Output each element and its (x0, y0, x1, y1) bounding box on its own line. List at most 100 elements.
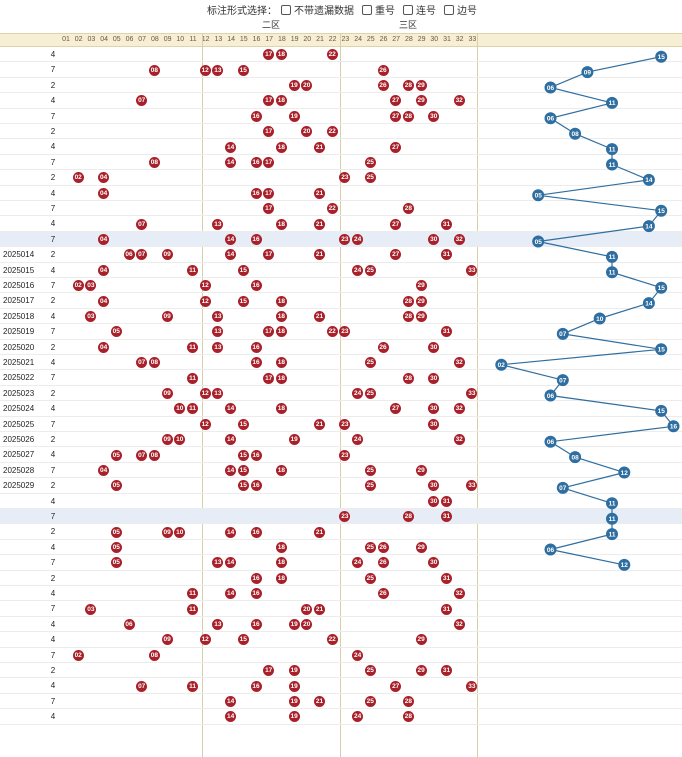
column-header-02: 02 (74, 36, 83, 43)
draw-row: 7 14 19 21 25 28 (0, 694, 682, 710)
red-ball: 15 (237, 449, 249, 461)
checkbox-icon[interactable] (281, 4, 291, 15)
checkbox-icon[interactable] (362, 4, 372, 15)
red-ball: 19 (288, 110, 300, 122)
draw-row: 4 07 13 18 21 27 31 (0, 216, 682, 232)
red-ball: 17 (263, 187, 275, 199)
red-ball: 28 (402, 711, 414, 723)
red-ball: 15 (237, 295, 249, 307)
period-cell (0, 186, 45, 201)
red-ball: 04 (98, 187, 110, 199)
red-ball: 18 (275, 218, 287, 230)
draw-row: 4 11 14 16 26 32 (0, 586, 682, 602)
draw-row: 4 14 19 24 28 (0, 709, 682, 725)
sum-cell: 2 (50, 481, 56, 491)
red-ball: 15 (237, 464, 249, 476)
red-ball: 08 (148, 64, 160, 76)
column-header-33: 33 (468, 36, 477, 43)
red-ball: 30 (428, 495, 440, 507)
sum-cell: 7 (50, 419, 56, 429)
red-ball: 25 (364, 480, 376, 492)
draw-row: 2025021 4 07 08 16 18 25 32 (0, 355, 682, 371)
sum-cell: 7 (50, 111, 56, 121)
sum-cell: 4 (50, 542, 56, 552)
red-ball: 17 (263, 249, 275, 261)
red-ball: 21 (314, 418, 325, 430)
red-ball: 09 (161, 634, 173, 646)
red-ball: 21 (314, 603, 325, 615)
period-cell (0, 678, 45, 693)
period-cell (0, 155, 45, 170)
red-ball: 13 (212, 387, 224, 399)
option-consecutive[interactable]: 连号 (403, 2, 436, 17)
zone-divider (477, 33, 478, 757)
red-ball: 12 (199, 280, 211, 292)
column-header-19: 19 (290, 36, 299, 43)
column-header-26: 26 (379, 36, 388, 43)
red-ball: 18 (275, 49, 287, 61)
red-ball: 28 (402, 110, 414, 122)
red-ball: 14 (225, 557, 237, 569)
checkbox-icon[interactable] (403, 4, 413, 15)
column-header-09: 09 (163, 36, 172, 43)
draw-row: 7 02 08 24 (0, 648, 682, 663)
column-header-06: 06 (125, 36, 134, 43)
red-ball: 13 (212, 557, 224, 569)
zone-three-header: 三区 (398, 20, 417, 30)
period-cell (0, 648, 45, 663)
period-cell (0, 139, 45, 154)
red-ball: 05 (110, 449, 122, 461)
mark-style-toolbar: 标注形式选择： 不带遗漏数据 重号 连号 边号 (0, 0, 682, 19)
option-no-missing[interactable]: 不带遗漏数据 (281, 2, 354, 17)
red-ball: 08 (148, 156, 160, 168)
red-ball: 16 (250, 156, 262, 168)
red-ball: 18 (275, 464, 287, 476)
red-ball: 31 (441, 326, 452, 338)
red-ball: 26 (377, 588, 389, 600)
draw-row: 4 04 16 17 21 (0, 186, 682, 201)
red-ball: 11 (187, 588, 198, 600)
sum-cell: 7 (50, 234, 56, 244)
red-ball: 21 (314, 141, 325, 153)
red-ball: 16 (250, 341, 262, 353)
red-ball: 23 (339, 326, 351, 338)
period-cell (0, 47, 45, 62)
column-header-32: 32 (455, 36, 464, 43)
red-ball: 22 (326, 634, 338, 646)
red-ball: 16 (250, 526, 262, 538)
period-cell: 2025017 (3, 296, 35, 306)
red-ball: 17 (263, 326, 275, 338)
checkbox-icon[interactable] (444, 4, 454, 15)
red-ball: 17 (263, 665, 275, 677)
red-ball: 11 (187, 603, 198, 615)
red-ball: 14 (225, 695, 237, 707)
red-ball: 16 (250, 280, 262, 292)
red-ball: 32 (453, 618, 465, 630)
red-ball: 10 (174, 526, 186, 538)
red-ball: 30 (428, 110, 440, 122)
period-cell: 2025025 (3, 419, 35, 429)
red-ball: 05 (110, 541, 122, 553)
period-cell: 2025028 (3, 465, 35, 475)
draw-row: 2025027 4 05 07 08 15 16 23 (0, 447, 682, 463)
option-edge[interactable]: 边号 (444, 2, 477, 17)
red-ball: 21 (314, 218, 325, 230)
sum-cell: 7 (50, 465, 56, 475)
red-ball: 04 (98, 341, 110, 353)
red-ball: 05 (110, 526, 122, 538)
sum-cell: 2 (50, 173, 56, 183)
option-repeat[interactable]: 重号 (362, 2, 395, 17)
sum-cell: 7 (50, 558, 56, 568)
period-cell (0, 586, 45, 601)
sum-cell: 7 (50, 512, 56, 521)
red-ball: 25 (364, 172, 376, 184)
red-ball: 15 (237, 64, 249, 76)
period-cell (0, 524, 45, 539)
column-header-11: 11 (189, 36, 197, 43)
red-ball: 13 (212, 341, 224, 353)
red-ball: 14 (225, 434, 237, 446)
period-cell (0, 232, 45, 247)
column-header-08: 08 (150, 36, 159, 43)
red-ball: 11 (187, 341, 198, 353)
column-header-17: 17 (265, 36, 274, 43)
